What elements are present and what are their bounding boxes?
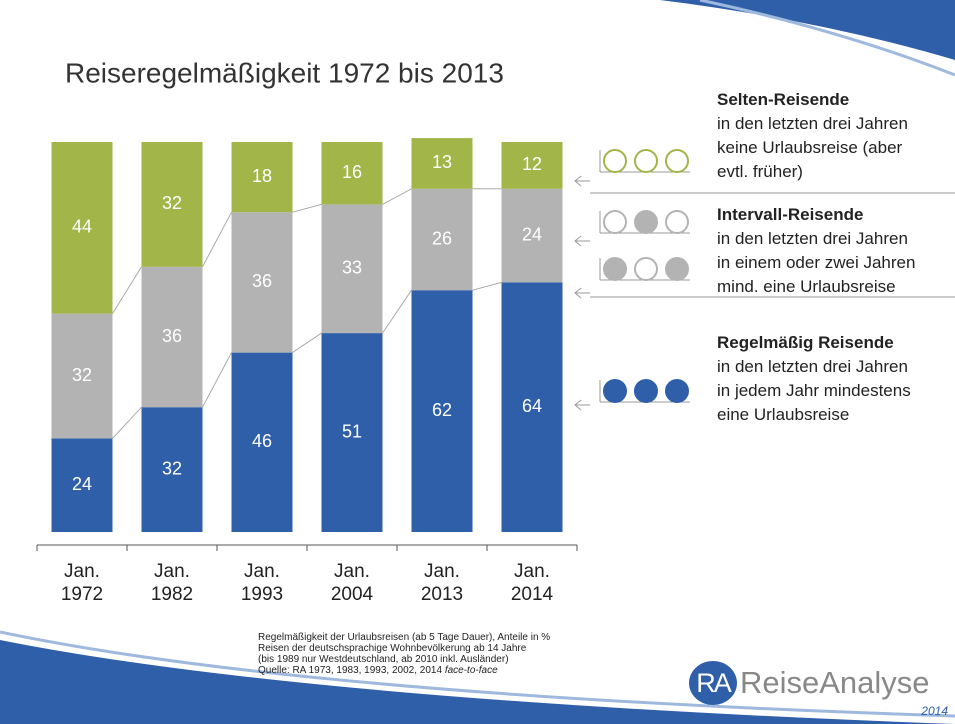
bar-segment: [321, 204, 383, 334]
bar-segment: [321, 142, 383, 205]
value-label: 32: [162, 458, 182, 478]
value-label: 16: [342, 162, 362, 182]
value-label: 12: [522, 154, 542, 174]
corner-swoosh: [660, 0, 955, 60]
footnote-line: (bis 1989 nur Westdeutschland, ab 2010 i…: [258, 654, 509, 665]
legend-label: Regelmäßig Reisende: [717, 333, 894, 352]
x-tick-label: Jan. 2013: [420, 561, 464, 605]
legend-description: in einem oder zwei Jahren: [717, 253, 916, 272]
legend-label: Selten-Reisende: [717, 90, 850, 109]
value-label: 36: [252, 271, 272, 291]
x-tick-label: Jan. 2004: [330, 561, 374, 605]
connector: [382, 188, 412, 205]
x-tick-label: Jan. 2014: [510, 561, 554, 605]
legend-icons: [603, 149, 689, 403]
legend-description: in den letzten drei Jahren: [717, 114, 908, 133]
value-label: 51: [342, 421, 362, 441]
bar-segment: [231, 142, 293, 213]
corner-swoosh: [699, 0, 955, 77]
legend-description: evtl. früher): [717, 162, 803, 181]
logo-mark: RA: [696, 668, 731, 698]
source-method: face-to-face: [444, 665, 498, 676]
legend-description: eine Urlaubsreise: [717, 405, 850, 424]
bar-segment: [501, 282, 563, 532]
bar-segment: [501, 142, 563, 189]
connector: [382, 289, 412, 334]
legend-description: keine Urlaubsreise (aber: [717, 138, 903, 157]
legend-label: Intervall-Reisende: [717, 205, 864, 224]
connector: [292, 332, 322, 354]
bottom-swoosh: [0, 630, 955, 718]
legend-entry: Regelmäßig Reisende in den letzten drei J…: [717, 331, 911, 427]
chart-title: Reiseregelmäßigkeit 1972 bis 2013: [65, 57, 504, 88]
legend-description: in jedem Jahr mindestens: [717, 381, 911, 400]
connector: [112, 266, 142, 314]
legend-description: in den letzten drei Jahren: [717, 357, 908, 376]
value-label: 18: [252, 166, 272, 186]
connector: [202, 211, 232, 268]
value-label: 26: [432, 228, 452, 248]
bar-segment: [51, 142, 113, 314]
legend-entry: Selten-Reisende in den letzten drei Jahre…: [717, 88, 908, 184]
bar-segment: [51, 438, 113, 532]
footnote: Regelmäßigkeit der Urlaubsreisen (ab 5 T…: [258, 632, 550, 676]
bottom-swoosh: [0, 640, 955, 724]
connector: [472, 281, 502, 291]
legend-entry: Intervall-Reisende in den letzten drei Ja…: [717, 203, 915, 299]
connector: [112, 406, 142, 439]
source: Quelle: RA 1973, 1983, 1993, 2002, 2014: [258, 665, 443, 676]
bar-segment: [411, 290, 473, 532]
bar-segment: [51, 313, 113, 439]
bar-segment: [141, 407, 203, 532]
bar-segment: [321, 333, 383, 532]
value-label: 13: [432, 152, 452, 172]
value-label: 32: [72, 365, 92, 385]
value-label: 33: [342, 258, 362, 278]
bar-segment: [141, 266, 203, 408]
source-line: Quelle: RA 1973, 1983, 1993, 2002, 2014 …: [258, 665, 550, 676]
bar-segment: [501, 188, 563, 283]
value-label: 44: [72, 217, 92, 237]
value-label: 64: [522, 396, 542, 416]
bar-segment: [141, 142, 203, 267]
value-label: 46: [252, 431, 272, 451]
value-label: 36: [162, 326, 182, 346]
value-label: 32: [162, 193, 182, 213]
logo-name: ReiseAnalyse: [740, 665, 930, 700]
legend-description: in den letzten drei Jahren: [717, 229, 908, 248]
legend-description: mind. eine Urlaubsreise: [717, 277, 896, 296]
bar-segment: [411, 188, 473, 291]
footnote-line: Reisen der deutschsprachige Wohnbevölker…: [258, 643, 527, 654]
connector: [292, 203, 322, 213]
x-tick-label: Jan. 1972: [60, 561, 104, 605]
footnote-line: Regelmäßigkeit der Urlaubsreisen (ab 5 T…: [258, 632, 551, 643]
bar-segment: [231, 212, 293, 353]
value-label: 24: [72, 474, 92, 494]
bar-segment: [231, 352, 293, 532]
logo-badge: [689, 661, 737, 705]
value-label: 62: [432, 400, 452, 420]
value-label: 24: [522, 224, 542, 244]
bar-segment: [411, 138, 473, 189]
x-tick-label: Jan. 1993: [240, 561, 284, 605]
connector: [202, 352, 232, 408]
x-tick-label: Jan. 1982: [150, 561, 194, 605]
logo-year: 2014: [920, 704, 948, 718]
